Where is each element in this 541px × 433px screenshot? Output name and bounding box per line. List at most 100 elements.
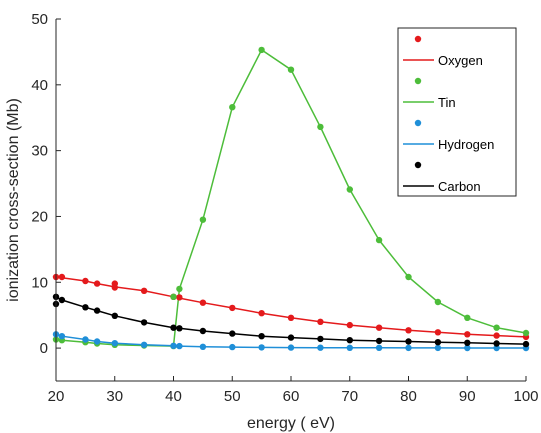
data-point-carbon	[111, 312, 119, 319]
y-tick-label-40: 40	[31, 77, 48, 94]
data-point-hydrogen	[176, 342, 183, 350]
data-point-oxygen	[405, 327, 412, 334]
y-tick-label-10: 10	[31, 274, 48, 291]
data-point-carbon	[258, 333, 265, 340]
data-point-oxygen	[176, 294, 183, 301]
data-point-carbon	[434, 339, 442, 346]
data-point-tin	[199, 216, 207, 223]
data-point-oxygen	[258, 310, 265, 317]
data-point-oxygen	[58, 273, 66, 281]
data-point-oxygen	[82, 277, 89, 285]
data-point-hydrogen	[375, 344, 383, 351]
legend-label-oxygen: Oxygen	[438, 53, 483, 68]
data-point-hydrogen	[58, 333, 66, 340]
data-point-hydrogen	[111, 340, 119, 347]
x-tick-label-30: 30	[106, 388, 123, 405]
y-ticks: 0 10 20 30 40 50	[31, 11, 61, 357]
data-point-hydrogen	[405, 344, 412, 352]
data-point-oxygen	[493, 332, 500, 339]
data-point-oxygen	[317, 318, 324, 325]
legend-marker-tin	[414, 77, 422, 85]
data-point-carbon	[405, 338, 412, 345]
data-point-oxygen	[140, 287, 148, 294]
data-point-carbon	[317, 335, 324, 343]
y-tick-label-50: 50	[31, 11, 48, 28]
data-point-carbon	[58, 296, 66, 304]
data-point-tin	[346, 186, 353, 193]
data-point-hydrogen	[317, 344, 324, 351]
data-point-tin	[405, 273, 412, 281]
data-point-tin	[170, 293, 177, 300]
data-point-oxygen	[111, 284, 119, 291]
legend-label-carbon: Carbon	[438, 179, 481, 194]
data-point-tin	[317, 123, 324, 131]
data-point-carbon	[82, 304, 89, 311]
data-point-hydrogen	[93, 338, 101, 345]
y-tick-label-30: 30	[31, 143, 48, 160]
x-ticks: 20 30 40 50 60 70 80 90 100	[48, 376, 539, 405]
legend-marker-carbon	[414, 161, 422, 169]
legend-marker-oxygen	[414, 35, 422, 43]
data-point-tin	[287, 66, 295, 73]
series-layer	[52, 46, 530, 352]
data-point-carbon	[493, 340, 500, 347]
x-tick-label-100: 100	[513, 388, 538, 405]
legend-entries: Oxygen Tin Hydrogen Carbon	[403, 35, 494, 194]
data-point-hydrogen	[258, 344, 265, 351]
data-point-oxygen	[375, 324, 383, 331]
data-point-oxygen	[93, 280, 101, 287]
data-point-tin	[493, 324, 500, 331]
legend: Oxygen Tin Hydrogen Carbon	[397, 27, 517, 197]
x-tick-label-80: 80	[400, 388, 417, 405]
data-point-tin	[229, 104, 236, 111]
data-point-oxygen	[346, 321, 353, 329]
data-point-hydrogen	[346, 344, 353, 351]
data-point-carbon	[140, 319, 148, 326]
legend-marker-hydrogen	[414, 119, 422, 127]
y-tick-label-0: 0	[40, 340, 48, 357]
data-point-tin	[464, 314, 471, 321]
data-point-tin	[375, 236, 383, 244]
data-point-hydrogen	[82, 336, 89, 343]
legend-label-tin: Tin	[438, 95, 456, 110]
data-point-tin	[258, 46, 265, 54]
x-tick-label-20: 20	[48, 388, 65, 405]
data-point-hydrogen	[287, 344, 295, 351]
data-point-carbon	[287, 334, 295, 341]
x-tick-label-40: 40	[165, 388, 182, 405]
data-point-carbon	[199, 327, 207, 335]
data-point-tin	[522, 329, 530, 337]
x-axis-title: energy ( eV)	[247, 415, 335, 432]
data-point-carbon	[93, 307, 101, 314]
x-tick-label-70: 70	[341, 388, 358, 405]
data-point-hydrogen	[170, 342, 177, 349]
data-point-carbon	[176, 325, 183, 332]
data-point-carbon	[229, 330, 236, 337]
data-point-hydrogen	[464, 344, 471, 352]
data-point-carbon	[522, 340, 530, 348]
data-point-tin	[176, 285, 183, 293]
axes: 20 30 40 50 60 70 80 90 100 0 10 20 30 40 50	[31, 11, 538, 405]
data-point-hydrogen	[140, 341, 148, 348]
x-tick-label-50: 50	[224, 388, 241, 405]
x-tick-label-90: 90	[459, 388, 476, 405]
legend-label-hydrogen: Hydrogen	[438, 137, 494, 152]
data-point-carbon	[346, 337, 353, 344]
data-point-oxygen	[199, 299, 207, 306]
data-point-oxygen	[287, 314, 295, 321]
y-tick-label-20: 20	[31, 208, 48, 225]
data-point-carbon	[464, 339, 471, 346]
data-point-oxygen	[464, 331, 471, 338]
data-point-oxygen	[434, 329, 442, 336]
data-point-hydrogen	[229, 343, 236, 351]
y-axis-title: ionization cross-section (Mb)	[5, 98, 22, 302]
data-point-hydrogen	[434, 344, 442, 352]
data-point-hydrogen	[493, 344, 500, 352]
data-point-hydrogen	[199, 343, 207, 350]
data-point-oxygen	[229, 304, 236, 312]
data-point-carbon	[375, 337, 383, 345]
data-point-carbon	[170, 324, 177, 331]
x-tick-label-60: 60	[283, 388, 300, 405]
data-point-tin	[434, 298, 442, 306]
